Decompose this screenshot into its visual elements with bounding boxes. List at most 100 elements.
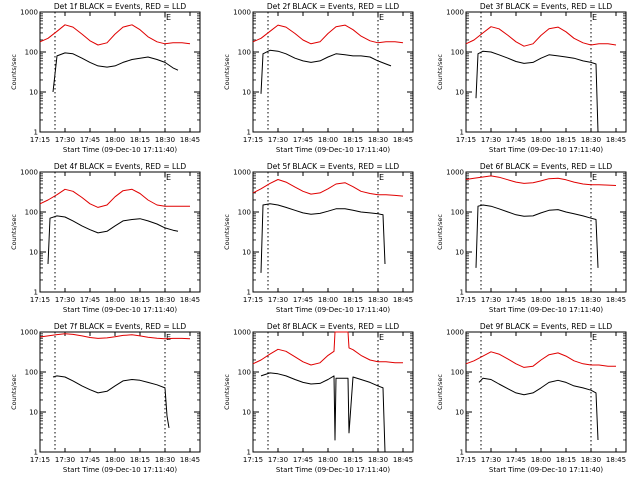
panel-title: Det 7f BLACK = Events, RED = LLD [54,322,187,331]
x-tick-label: 18:45 [180,296,200,304]
x-tick-label: 18:00 [318,456,338,464]
x-tick-label: 18:30 [581,456,601,464]
marker-label: E [166,333,171,342]
panel-title: Det 1f BLACK = Events, RED = LLD [54,2,187,11]
x-tick-label: 18:45 [393,456,413,464]
x-tick-label: 18:00 [105,296,125,304]
events-series-line [260,49,392,94]
y-tick-label: 100 [451,369,464,377]
x-tick-label: 18:15 [556,456,576,464]
plot-frame [252,11,414,133]
x-tick-label: 18:15 [130,456,150,464]
y-tick-label: 1000 [20,9,38,17]
lld-series-line [465,175,617,186]
x-tick-label: 17:30 [481,456,501,464]
y-tick-label: 100 [25,209,38,217]
x-axis-label: Start Time (09-Dec-10 17:11:40) [63,306,177,314]
x-tick-label: 17:30 [268,296,288,304]
y-tick-label: 100 [25,49,38,57]
x-tick-label: 17:30 [481,136,501,144]
y-tick-label: 1 [34,449,38,457]
x-tick-label: 18:30 [581,136,601,144]
marker-label: E [166,13,171,22]
x-tick-label: 18:15 [556,136,576,144]
y-tick-label: 1 [247,129,251,137]
events-series-line [475,50,599,133]
panel-9: Det 9f BLACK = Events, RED = LLD 17:15 17:… [436,322,627,474]
marker-label: E [592,333,597,342]
x-tick-label: 17:45 [80,456,100,464]
y-tick-label: 1000 [446,9,464,17]
y-tick-label: 1000 [446,169,464,177]
y-tick-label: 1000 [233,169,251,177]
y-tick-label: 1000 [233,9,251,17]
x-tick-label: 17:45 [80,296,100,304]
x-tick-label: 18:00 [318,136,338,144]
x-tick-label: 17:45 [506,456,526,464]
x-tick-label: 17:15 [30,136,50,144]
panel-title: Det 5f BLACK = Events, RED = LLD [267,162,400,171]
x-tick-label: 18:15 [343,296,363,304]
y-axis-label: Counts/sec [10,54,18,90]
lld-series-line [465,26,617,47]
x-tick-label: 18:45 [180,136,200,144]
x-tick-label: 18:15 [130,296,150,304]
panel-6: Det 6f BLACK = Events, RED = LLD 17:15 17:… [436,162,627,314]
x-tick-label: 17:30 [268,136,288,144]
x-tick-label: 18:15 [130,136,150,144]
y-tick-label: 10 [29,409,38,417]
x-tick-label: 18:30 [368,456,388,464]
x-tick-label: 18:30 [155,296,175,304]
y-tick-label: 10 [455,249,464,257]
x-tick-label: 18:45 [606,456,626,464]
x-tick-label: 18:45 [393,136,413,144]
plot-frame [39,331,201,453]
y-tick-label: 100 [25,369,38,377]
y-tick-label: 100 [238,49,251,57]
panel-title: Det 2f BLACK = Events, RED = LLD [267,2,400,11]
lld-series-line [39,333,191,340]
lld-series-line [252,24,404,45]
x-tick-label: 18:30 [155,136,175,144]
plot-frame [465,171,627,293]
x-tick-label: 17:30 [55,456,75,464]
x-tick-label: 17:15 [243,456,263,464]
panel-7: Det 7f BLACK = Events, RED = LLD 17:15 17:… [10,322,201,474]
x-axis-label: Start Time (09-Dec-10 17:11:40) [63,466,177,474]
marker-label: E [379,333,384,342]
y-axis-label: Counts/sec [223,214,231,250]
x-tick-label: 18:45 [180,456,200,464]
y-tick-label: 10 [29,249,38,257]
y-tick-label: 1 [460,289,464,297]
x-tick-label: 17:15 [456,456,476,464]
x-tick-label: 18:15 [556,296,576,304]
plot-frame [39,11,201,133]
x-tick-label: 17:15 [243,136,263,144]
y-tick-label: 1 [247,289,251,297]
x-tick-label: 18:15 [343,136,363,144]
panel-2: Det 2f BLACK = Events, RED = LLD 17:15 17:… [223,2,414,154]
y-tick-label: 10 [455,409,464,417]
x-tick-label: 18:00 [531,296,551,304]
lld-series-line [39,188,190,208]
events-series-line [47,215,179,265]
x-tick-label: 17:45 [293,136,313,144]
events-series-line [52,52,179,93]
marker-label: E [379,13,384,22]
y-tick-label: 100 [451,49,464,57]
x-tick-label: 18:00 [531,456,551,464]
marker-label: E [592,173,597,182]
lld-series-line [252,179,404,197]
y-axis-label: Counts/sec [223,374,231,410]
y-tick-label: 1 [34,289,38,297]
x-axis-label: Start Time (09-Dec-10 17:11:40) [489,306,603,314]
y-axis-label: Counts/sec [10,214,18,250]
x-tick-label: 17:45 [506,136,526,144]
panel-title: Det 8f BLACK = Events, RED = LLD [267,322,400,331]
x-tick-label: 17:15 [30,456,50,464]
panel-title: Det 6f BLACK = Events, RED = LLD [480,162,613,171]
x-tick-label: 17:15 [30,296,50,304]
y-tick-label: 10 [455,89,464,97]
